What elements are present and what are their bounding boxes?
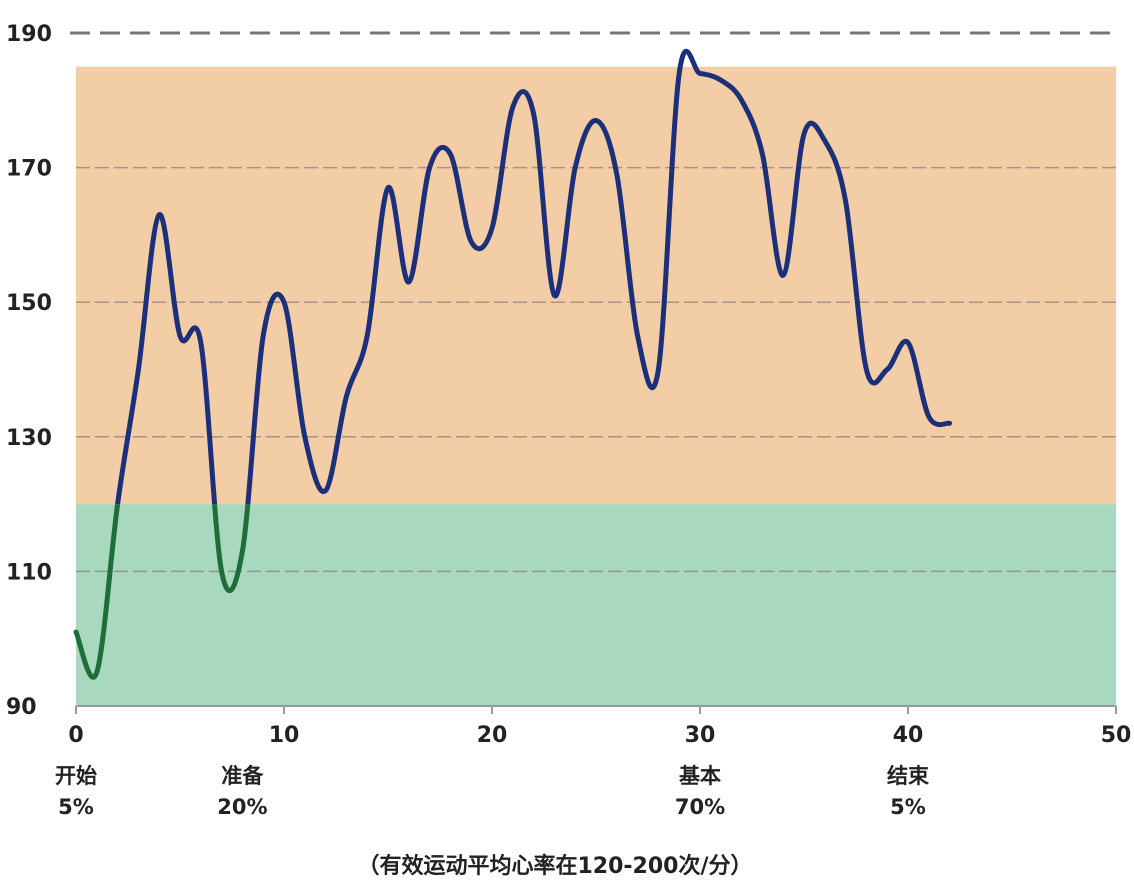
- x-tick-label-40: 40: [893, 723, 924, 748]
- phase-pct-0: 5%: [58, 795, 94, 819]
- chart-caption: （有效运动平均心率在120-200次/分）: [357, 853, 752, 879]
- y-tick-label-150: 150: [6, 291, 52, 316]
- phase-pct-1: 20%: [217, 795, 267, 819]
- y-tick-label-190: 190: [6, 22, 52, 47]
- phase-labels: 开始 5% 准备 20% 基本 70% 结束 5%: [55, 764, 930, 819]
- phase-label-0: 开始: [55, 764, 97, 788]
- x-tick-label-20: 20: [477, 723, 508, 748]
- zone-band-1: [76, 66, 1116, 505]
- heart-rate-line-above: [115, 48, 953, 505]
- phase-pct-2: 70%: [675, 795, 725, 819]
- phase-label-3: 结束: [887, 764, 930, 788]
- zone-bands: [76, 66, 1116, 706]
- y-tick-label-130: 130: [6, 426, 52, 451]
- x-tick-labels: 0 10 20 30 40 50: [68, 723, 1131, 748]
- y-tick-label-110: 110: [6, 560, 52, 585]
- x-tick-label-10: 10: [269, 723, 300, 748]
- heart-rate-series: [73, 48, 953, 680]
- phase-pct-3: 5%: [890, 795, 926, 819]
- y-tick-label-90: 90: [6, 695, 37, 720]
- phase-label-2: 基本: [679, 764, 721, 788]
- x-tick-label-50: 50: [1101, 723, 1132, 748]
- zone-band-0: [76, 504, 1116, 706]
- x-tick-label-30: 30: [685, 723, 716, 748]
- axes: [75, 705, 1117, 714]
- y-tick-label-170: 170: [6, 157, 52, 182]
- gridlines: [70, 31, 1116, 573]
- phase-label-1: 准备: [221, 764, 264, 788]
- y-tick-labels: 90 110 130 150 170 190: [6, 22, 52, 720]
- x-tick-label-0: 0: [68, 723, 83, 748]
